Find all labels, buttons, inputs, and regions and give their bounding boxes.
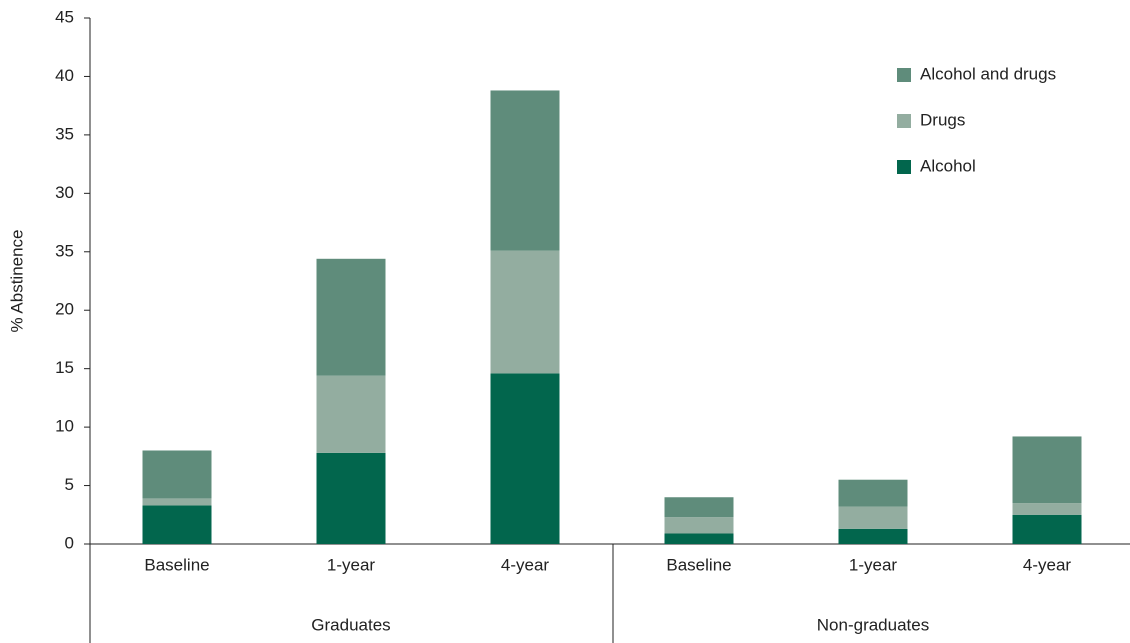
y-tick-label: 5 xyxy=(65,475,74,494)
legend-label: Drugs xyxy=(920,110,965,129)
bar-segment xyxy=(316,375,386,453)
y-tick-label: 35 xyxy=(55,124,74,143)
bar-segment xyxy=(838,506,908,529)
x-tick-label: 1-year xyxy=(327,555,376,574)
bar-segment xyxy=(142,498,212,506)
y-tick-label: 40 xyxy=(55,66,74,85)
bar-segment xyxy=(490,250,560,374)
legend-swatch xyxy=(897,114,911,128)
bar-segment xyxy=(142,505,212,544)
group-label: Graduates xyxy=(311,615,390,634)
bar-segment xyxy=(664,517,734,534)
bar-segment xyxy=(316,258,386,376)
y-tick-label: 45 xyxy=(55,7,74,26)
bar-segment xyxy=(316,452,386,544)
legend-swatch xyxy=(897,160,911,174)
x-tick-label: Baseline xyxy=(144,555,209,574)
bar-segment xyxy=(490,90,560,251)
bar-segment xyxy=(1012,514,1082,544)
y-tick-label: 0 xyxy=(65,533,74,552)
x-tick-label: Baseline xyxy=(666,555,731,574)
y-tick-label: 35 xyxy=(55,241,74,260)
y-axis-label: % Abstinence xyxy=(7,229,26,332)
bar-segment xyxy=(1012,436,1082,504)
legend-swatch xyxy=(897,68,911,82)
y-tick-label: 10 xyxy=(55,417,74,436)
legend-label: Alcohol and drugs xyxy=(920,64,1056,83)
bar-segment xyxy=(142,450,212,499)
group-label: Non-graduates xyxy=(817,615,929,634)
x-tick-label: 4-year xyxy=(501,555,550,574)
bar-segment xyxy=(490,373,560,544)
x-tick-label: 4-year xyxy=(1023,555,1072,574)
y-tick-label: 15 xyxy=(55,358,74,377)
x-tick-label: 1-year xyxy=(849,555,898,574)
bar-segment xyxy=(664,533,734,544)
bar-segment xyxy=(838,479,908,507)
bar-segment xyxy=(1012,503,1082,515)
y-tick-label: 30 xyxy=(55,183,74,202)
legend-label: Alcohol xyxy=(920,156,976,175)
bar-segment xyxy=(664,497,734,518)
bar-segment xyxy=(838,528,908,544)
y-tick-label: 20 xyxy=(55,300,74,319)
